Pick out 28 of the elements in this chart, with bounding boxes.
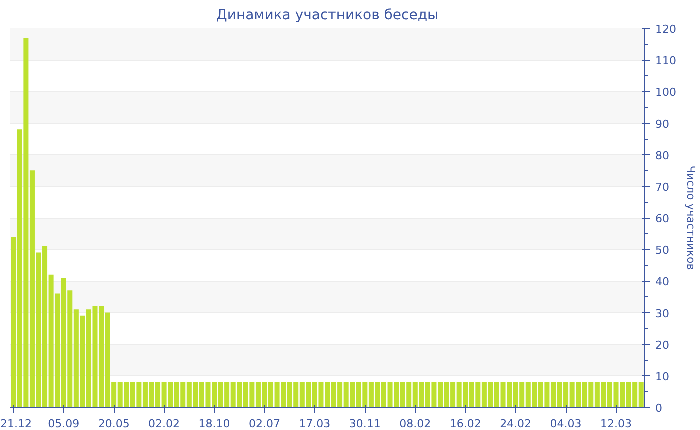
x-tick-label: 21.12: [0, 418, 32, 430]
y-tick-label: 50: [656, 244, 670, 258]
x-tick-label: 18.10: [198, 418, 230, 430]
y-tick-label: 90: [656, 118, 670, 131]
y-tick-label: 40: [656, 276, 670, 289]
y-tick-label: 100: [656, 86, 676, 100]
y-tick-label: 0: [656, 402, 662, 415]
y-tick-label: 120: [656, 23, 676, 36]
x-tick-label: 02.02: [148, 418, 180, 430]
y-tick-label: 30: [656, 307, 670, 320]
x-tick-label: 17.03: [299, 418, 331, 430]
x-tick-label: 12.03: [600, 418, 632, 430]
x-tick-label: 16.02: [450, 418, 482, 430]
x-tick-label: 08.02: [400, 418, 432, 430]
y-tick-label: 60: [656, 212, 670, 226]
x-tick-label: 30.11: [349, 418, 381, 430]
x-tick-label: 02.07: [248, 418, 280, 430]
y-tick-label: 70: [656, 180, 670, 194]
y-tick-label: 20: [656, 338, 670, 352]
y-tick-label: 110: [656, 54, 676, 68]
x-tick-label: 04.03: [550, 418, 582, 430]
y-axis-title: Число участников: [684, 166, 698, 270]
y-tick-label: 10: [656, 370, 670, 384]
x-tick-label: 20.05: [98, 418, 130, 430]
x-tick-label: 24.02: [500, 418, 532, 430]
y-tick-label: 80: [656, 149, 670, 162]
x-tick-label: 05.09: [48, 418, 80, 430]
chart-title: Динамика участников беседы: [216, 8, 439, 24]
